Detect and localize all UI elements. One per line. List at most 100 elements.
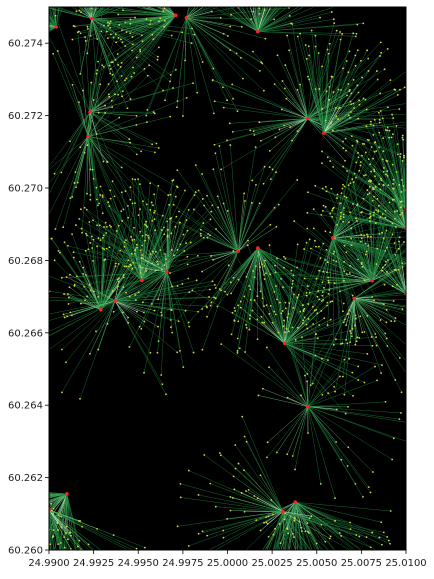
leaf-point — [299, 84, 301, 86]
leaf-point — [285, 258, 287, 260]
leaf-point — [157, 59, 159, 61]
leaf-point — [326, 302, 328, 304]
leaf-point — [261, 263, 263, 265]
leaf-point — [234, 307, 236, 309]
leaf-point — [129, 199, 131, 201]
leaf-point — [253, 134, 255, 136]
leaf-point — [134, 179, 136, 181]
x-tick-label: 25.0075 — [341, 558, 382, 569]
leaf-point — [265, 521, 267, 523]
leaf-point — [369, 179, 371, 181]
leaf-point — [249, 318, 251, 320]
leaf-point — [339, 31, 341, 33]
leaf-point — [334, 520, 336, 522]
leaf-point — [391, 136, 393, 138]
leaf-point — [118, 263, 120, 265]
leaf-point — [241, 26, 243, 28]
leaf-point — [353, 181, 355, 183]
leaf-point — [350, 332, 352, 334]
leaf-point — [184, 190, 186, 192]
leaf-point — [349, 522, 351, 524]
leaf-point — [311, 30, 313, 32]
leaf-point — [208, 296, 210, 298]
leaf-point — [401, 179, 403, 181]
leaf-point — [348, 221, 350, 223]
leaf-point — [294, 520, 296, 522]
leaf-point — [226, 99, 228, 101]
leaf-point — [149, 23, 151, 25]
leaf-point — [118, 225, 120, 227]
leaf-point — [327, 359, 329, 361]
leaf-point — [360, 212, 362, 214]
leaf-point — [187, 264, 189, 266]
leaf-point — [276, 452, 278, 454]
leaf-point — [51, 510, 53, 512]
leaf-point — [257, 497, 259, 499]
leaf-point — [191, 28, 193, 30]
leaf-point — [383, 171, 385, 173]
leaf-point — [212, 259, 214, 261]
leaf-point — [251, 180, 253, 182]
leaf-point — [378, 132, 380, 134]
leaf-point — [63, 536, 65, 538]
leaf-point — [148, 64, 150, 66]
leaf-point — [275, 314, 277, 316]
leaf-point — [84, 36, 86, 38]
leaf-point — [349, 341, 351, 343]
leaf-point — [402, 266, 404, 268]
leaf-point — [244, 436, 246, 438]
leaf-point — [284, 87, 286, 89]
leaf-point — [250, 299, 252, 301]
leaf-point — [66, 526, 68, 528]
leaf-point — [76, 276, 78, 278]
leaf-point — [233, 277, 235, 279]
leaf-point — [172, 87, 174, 89]
leaf-point — [81, 526, 83, 528]
leaf-point — [135, 299, 137, 301]
leaf-point — [367, 70, 369, 72]
leaf-point — [303, 308, 305, 310]
leaf-point — [79, 398, 81, 400]
leaf-point — [394, 89, 396, 91]
leaf-point — [191, 42, 193, 44]
leaf-point — [244, 511, 246, 513]
leaf-point — [90, 35, 92, 37]
leaf-point — [306, 58, 308, 60]
leaf-point — [375, 336, 377, 338]
leaf-point — [232, 497, 234, 499]
leaf-point — [210, 255, 212, 257]
leaf-point — [121, 220, 123, 222]
leaf-point — [291, 140, 293, 142]
leaf-point — [150, 253, 152, 255]
leaf-point — [310, 384, 312, 386]
leaf-point — [226, 139, 228, 141]
leaf-point — [370, 180, 372, 182]
leaf-point — [360, 241, 362, 243]
leaf-point — [342, 184, 344, 186]
leaf-point — [331, 210, 333, 212]
leaf-point — [146, 121, 148, 123]
leaf-point — [367, 193, 369, 195]
leaf-point — [378, 205, 380, 207]
leaf-point — [215, 297, 217, 299]
leaf-point — [78, 31, 80, 33]
leaf-point — [357, 366, 359, 368]
leaf-point — [267, 523, 269, 525]
leaf-point — [188, 322, 190, 324]
leaf-point — [153, 212, 155, 214]
leaf-point — [246, 441, 248, 443]
leaf-point — [342, 188, 344, 190]
leaf-point — [131, 268, 133, 270]
leaf-point — [203, 205, 205, 207]
leaf-point — [84, 207, 86, 209]
leaf-point — [193, 34, 195, 36]
leaf-point — [80, 208, 82, 210]
leaf-point — [157, 261, 159, 263]
leaf-point — [273, 18, 275, 20]
leaf-point — [335, 260, 337, 262]
leaf-point — [357, 141, 359, 143]
leaf-point — [355, 483, 357, 485]
leaf-point — [385, 250, 387, 252]
leaf-point — [198, 533, 200, 535]
leaf-point — [385, 261, 387, 263]
